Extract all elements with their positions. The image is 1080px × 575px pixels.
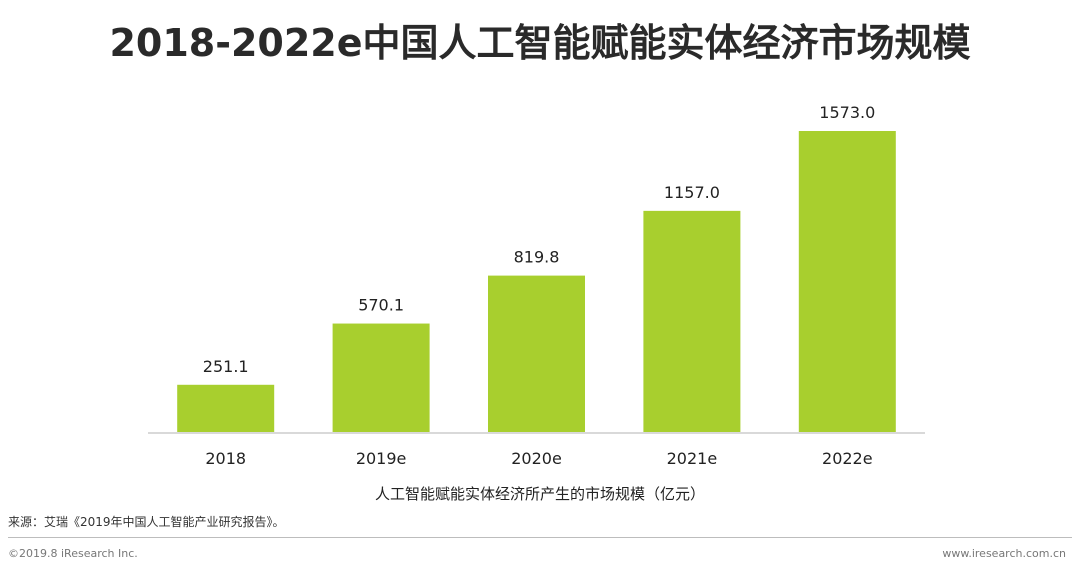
bar-2019e xyxy=(332,323,430,433)
value-label-2020e: 819.8 xyxy=(514,248,560,267)
x-tick-label-2019e: 2019e xyxy=(356,449,407,468)
x-tick-label-2022e: 2022e xyxy=(822,449,873,468)
value-label-2018: 251.1 xyxy=(203,357,249,376)
value-label-2021e: 1157.0 xyxy=(664,183,720,202)
x-axis-label: 人工智能赋能实体经济所产生的市场规模（亿元） xyxy=(374,485,705,503)
chart-title: 2018-2022e中国人工智能赋能实体经济市场规模 xyxy=(109,21,971,65)
bar-2018 xyxy=(177,384,275,433)
copyright-text: ©2019.8 iResearch Inc. xyxy=(8,547,138,560)
labels-layer: 251.1 2018 570.1 2019e 819.8 2020e 1157.0 2021e… xyxy=(203,103,875,468)
bars-layer xyxy=(177,131,896,433)
x-tick-label-2021e: 2021e xyxy=(667,449,718,468)
site-url: www.iresearch.com.cn xyxy=(942,547,1066,560)
x-tick-label-2018: 2018 xyxy=(205,449,246,468)
bar-2020e xyxy=(488,275,585,433)
footer-divider xyxy=(8,537,1072,538)
value-label-2022e: 1573.0 xyxy=(819,103,875,122)
value-label-2019e: 570.1 xyxy=(358,296,404,315)
x-tick-label-2020e: 2020e xyxy=(511,449,562,468)
source-note: 来源：艾瑞《2019年中国人工智能产业研究报告》。 xyxy=(8,515,285,529)
bar-2022e xyxy=(798,131,896,433)
bar-2021e xyxy=(643,210,741,433)
